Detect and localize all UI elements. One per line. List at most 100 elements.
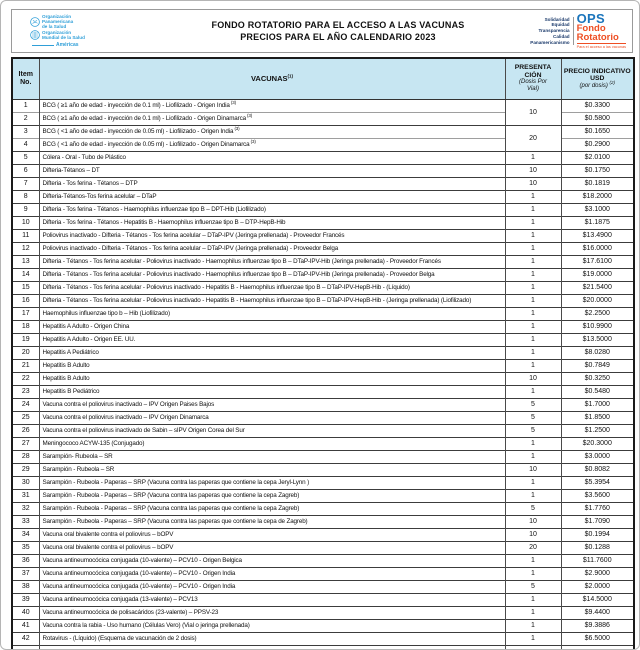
- presentation-dose-cell: 1: [504, 345, 561, 359]
- table-row: 12 Poliovirus inactivado - Difteria - Tét…: [11, 241, 634, 255]
- price-cell: $14.5000: [560, 592, 634, 606]
- presentation-dose-cell: 5: [504, 501, 561, 515]
- presentation-dose-cell: 10: [504, 163, 561, 177]
- org2-line: Organización: [42, 30, 72, 35]
- vaccine-name-cell: Difteria - Tos ferina - Tétanos - Hepati…: [38, 215, 505, 229]
- presentation-dose-cell: 1: [504, 631, 561, 645]
- presentation-dose-cell: 1: [504, 254, 561, 268]
- table-row: 31 Sarampión - Rubeola - Paperas – SRP (V…: [11, 488, 634, 502]
- price-cell: $20.3000: [560, 436, 634, 450]
- table-row: 6 Difteria-Tétanos – DT 10 $0.1750: [11, 163, 634, 177]
- price-cell: $6.5000: [560, 631, 634, 645]
- vaccine-name-cell: Poliovirus inactivado - Difteria - Tétan…: [38, 241, 505, 255]
- item-no-cell: 26: [11, 423, 39, 437]
- precio-header-footnote: (2): [609, 79, 616, 85]
- vaccine-name-cell: Difteria - Tétanos - Tos ferina acelular…: [38, 293, 505, 307]
- presentation-dose-cell: 1: [504, 384, 561, 398]
- table-row: 38 Vacuna antineumocócica conjugada (10-v…: [11, 579, 634, 593]
- item-no-cell: 2: [11, 111, 39, 125]
- empty-cell: [560, 644, 634, 649]
- presentation-dose-cell: 10: [504, 176, 561, 190]
- item-no-cell: 1: [11, 98, 39, 112]
- item-no-cell: 28: [11, 449, 39, 463]
- region-rule: [32, 44, 54, 46]
- vaccine-name-cell: Hepatitis B Adulto: [38, 371, 505, 385]
- presentacion-header-line: PRESENTA: [514, 64, 552, 72]
- vacunas-header-footnote: (1): [287, 73, 294, 79]
- item-no-cell: 31: [11, 488, 39, 502]
- vaccine-name-cell: Hepatitis A Pediátrico: [38, 345, 505, 359]
- price-cell: $0.1288: [560, 540, 634, 554]
- price-cell: $2.0000: [560, 579, 634, 593]
- vacunas-header-label: VACUNAS: [250, 74, 288, 84]
- item-no-cell: 8: [11, 189, 39, 203]
- presentation-dose-cell: 1: [504, 358, 561, 372]
- vaccine-name-cell: Vacuna oral bivalente contra el poliovir…: [38, 540, 505, 554]
- table-row: 9 Difteria - Tos ferina - Tétanos - Haemo…: [11, 202, 634, 216]
- presentation-dose-cell: 10: [504, 527, 561, 541]
- price-cell: $11.7600: [560, 553, 634, 567]
- vaccine-name-cell: Hepatitis B Adulto: [38, 358, 505, 372]
- ops-fondo-rotatorio-logo: Solidaridad Equidad Transparencia Calida…: [514, 12, 632, 49]
- col-header-vacunas: VACUNAS(1): [38, 57, 506, 100]
- paho-org1-text: Organización Panamericana de la Salud: [42, 14, 73, 29]
- presentation-dose-cell: 1: [504, 475, 561, 489]
- presentation-dose-cell: 1: [504, 553, 561, 567]
- presentation-dose-cell: 1: [504, 267, 561, 281]
- presentation-dose-cell: 10: [504, 514, 561, 528]
- vaccine-name-cell: Vacuna contra la rabia - Uso humano (Cél…: [38, 618, 505, 632]
- price-cell: $0.8082: [560, 462, 634, 476]
- vaccine-price-table: Item No. VACUNAS(1) PRESENTA CIÓN (Dosis…: [11, 57, 635, 649]
- item-no-cell: 11: [11, 228, 39, 242]
- vaccine-name-cell: BCG ( <1 año de edad - inyección de 0.05…: [38, 137, 505, 151]
- vaccine-name-cell: Vacuna antineumocócica conjugada (13-val…: [38, 592, 505, 606]
- item-no-cell: 23: [11, 384, 39, 398]
- table-row: 13 Difteria - Tétanos - Tos ferina acelul…: [11, 254, 634, 268]
- price-cell: $2.2500: [560, 306, 634, 320]
- table-row: 30 Sarampión - Rubeola - Paperas – SRP (V…: [11, 475, 634, 489]
- table-row: 10 Difteria - Tos ferina - Tétanos - Hepa…: [11, 215, 634, 229]
- item-no-cell: 13: [11, 254, 39, 268]
- vaccine-name-cell: Hepatitis A Adulto - Origen EE. UU.: [38, 332, 505, 346]
- table-row: 19 Hepatitis A Adulto - Origen EE. UU. 1 $1…: [11, 332, 634, 346]
- clipped-partial-row: [11, 644, 634, 649]
- item-no-cell: 32: [11, 501, 39, 515]
- table-row: 26 Vacuna contra el poliovirus inactivado…: [11, 423, 634, 437]
- item-no-cell: 25: [11, 410, 39, 424]
- ops-value: Panamericanismo: [530, 39, 570, 45]
- presentation-dose-cell: 1: [504, 618, 561, 632]
- item-no-cell: 19: [11, 332, 39, 346]
- vaccine-name-cell: Poliovirus inactivado - Difteria - Tétan…: [38, 228, 505, 242]
- presentation-dose-cell: 1: [504, 566, 561, 580]
- table-row: 23 Hepatitis B Pediátrico 1 $0.5480: [11, 384, 634, 398]
- vaccine-name-cell: Sarampión - Rubeola - Paperas – SRP (Vac…: [38, 501, 505, 515]
- price-cell: $3.0000: [560, 449, 634, 463]
- table-row: 42 Rotavirus - (Líquido) (Esquema de vacu…: [11, 631, 634, 645]
- price-cell: $21.5400: [560, 280, 634, 294]
- ops-name-fondo: Fondo: [576, 23, 606, 34]
- table-row: 17 Haemophilus influenzae tipo b – Hib (L…: [11, 306, 634, 320]
- vaccine-name-cell: Sarampión - Rubeola - Paperas – SRP (Vac…: [38, 514, 505, 528]
- table-row: 35 Vacuna oral bivalente contra el poliov…: [11, 540, 634, 554]
- item-no-cell: 41: [11, 618, 39, 632]
- precio-subtext: (por dosis): [579, 82, 608, 89]
- vaccine-name-cell: Cólera - Oral - Tubo de Plástico: [38, 150, 505, 164]
- vaccine-name-cell: Rotavirus - (Líquido) (Esquema de vacuna…: [38, 631, 505, 645]
- item-no-cell: 35: [11, 540, 39, 554]
- org1-line: Organización: [42, 14, 72, 19]
- item-no-cell: 34: [11, 527, 39, 541]
- vaccine-name-cell: Difteria - Tétanos - Tos ferina acelular…: [38, 280, 505, 294]
- vaccine-name-cell: Difteria - Tétanos - Tos ferina acelular…: [38, 267, 505, 281]
- presentation-dose-cell: 20: [504, 124, 561, 151]
- table-row: 14 Difteria - Tétanos - Tos ferina acelul…: [11, 267, 634, 281]
- presentation-dose-cell: 5: [504, 423, 561, 437]
- vaccine-name-cell: BCG ( <1 año de edad - inyección de 0.05…: [38, 124, 505, 138]
- price-cell: $9.4400: [560, 605, 634, 619]
- vaccine-name-cell: Vacuna antineumocócica conjugada (10-val…: [38, 553, 505, 567]
- table-row: 28 Sarampión- Rubeola – SR 1 $3.0000: [11, 449, 634, 463]
- price-cell: $0.7849: [560, 358, 634, 372]
- table-row: 22 Hepatitis B Adulto 10 $0.3250: [11, 371, 634, 385]
- paho-logo: Organización Panamericana de la Salud Or…: [12, 14, 162, 48]
- vaccine-name-cell: Vacuna contra el poliovirus inactivado –…: [38, 397, 505, 411]
